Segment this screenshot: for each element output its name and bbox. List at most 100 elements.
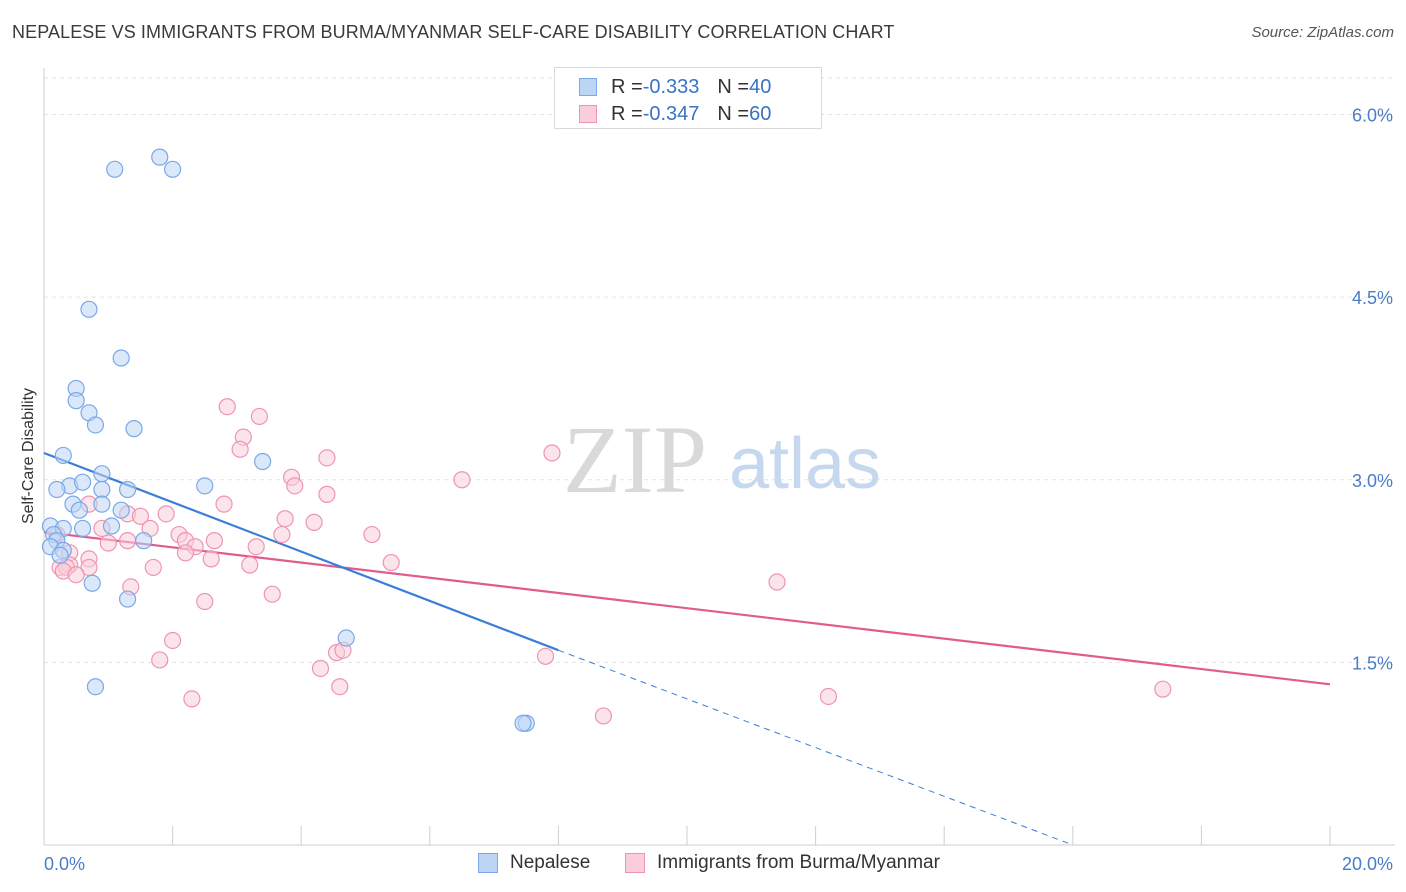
x-tick-label: 0.0%	[44, 854, 85, 874]
watermark-atlas: atlas	[729, 424, 881, 504]
point-nepalese	[514, 714, 532, 732]
point-nepalese	[254, 452, 272, 471]
legend-n-value: 40	[749, 75, 772, 98]
point-burma	[311, 659, 330, 678]
y-axis-label: Self-Care Disability	[20, 388, 37, 524]
point-nepalese	[93, 495, 111, 513]
point-burma	[250, 407, 269, 426]
bottom-legend-swatch-burma	[625, 853, 645, 873]
point-burma	[118, 532, 137, 550]
point-nepalese	[112, 349, 130, 367]
point-burma	[453, 471, 471, 489]
point-nepalese	[118, 590, 137, 608]
point-nepalese	[337, 629, 355, 647]
point-nepalese	[164, 160, 182, 178]
point-burma	[768, 573, 786, 591]
point-burma	[183, 690, 201, 708]
point-burma	[305, 513, 323, 531]
point-burma	[594, 707, 613, 725]
point-burma	[144, 558, 162, 577]
point-nepalese	[54, 446, 72, 465]
bottom-legend-nepalese[interactable]: Nepalese	[478, 852, 590, 874]
point-burma	[331, 678, 349, 696]
point-nepalese	[73, 519, 92, 538]
bottom-legend-swatch-nepalese	[478, 853, 498, 873]
legend-n-label: N =	[717, 102, 750, 125]
legend-r-label: R =	[611, 102, 643, 125]
legend-r-label: R =	[611, 75, 643, 98]
point-burma	[164, 631, 182, 650]
point-burma	[205, 532, 223, 550]
point-nepalese	[135, 532, 153, 550]
grid-lines	[44, 77, 1395, 663]
watermark: ZIP atlas	[563, 406, 881, 513]
point-burma	[218, 398, 236, 416]
point-burma	[286, 477, 304, 495]
point-nepalese	[125, 420, 143, 438]
point-nepalese	[83, 574, 101, 592]
point-burma	[263, 585, 281, 603]
point-nepalese	[51, 546, 69, 564]
point-burma	[231, 440, 249, 458]
point-burma	[176, 544, 195, 562]
point-nepalese	[70, 501, 88, 519]
point-nepalese	[73, 473, 92, 491]
stats-legend: R = -0.333 N = 40 R = -0.347 N = 60	[554, 67, 822, 129]
point-burma	[215, 495, 233, 513]
point-nepalese	[86, 678, 105, 696]
point-burma	[543, 444, 561, 462]
point-nepalese	[48, 480, 66, 499]
point-nepalese	[67, 392, 85, 410]
chart-title: NEPALESE VS IMMIGRANTS FROM BURMA/MYANMA…	[12, 22, 895, 42]
point-burma	[241, 556, 259, 574]
trend-line-burma	[43, 531, 1331, 686]
point-nepalese	[86, 416, 105, 434]
point-burma	[196, 592, 214, 611]
point-burma	[157, 505, 175, 523]
x-tick-label: 20.0%	[1342, 854, 1393, 874]
point-nepalese	[93, 465, 111, 483]
trend-line-nepalese-extension	[558, 649, 1073, 846]
point-burma	[273, 525, 291, 544]
y-tick-label: 6.0%	[1352, 106, 1393, 126]
legend-row-nepalese: R = -0.333 N = 40	[579, 74, 771, 100]
point-nepalese	[80, 300, 98, 318]
data-points	[41, 148, 1172, 732]
legend-n-label: N =	[717, 75, 750, 98]
legend-n-value: 60	[749, 102, 772, 125]
point-burma	[536, 647, 555, 665]
tick-labels: 1.5% 3.0% 4.5% 6.0% 0.0% 20.0%	[44, 106, 1393, 874]
point-burma	[318, 449, 336, 467]
bottom-legend-label-burma: Immigrants from Burma/Myanmar	[657, 852, 940, 873]
y-tick-label: 3.0%	[1352, 471, 1393, 491]
bottom-legend-label-nepalese: Nepalese	[510, 852, 591, 873]
legend-r-value: -0.333	[642, 75, 700, 98]
legend-r-value: -0.347	[642, 102, 700, 125]
point-burma	[67, 566, 85, 584]
y-tick-label: 4.5%	[1352, 288, 1393, 308]
source-label: Source: ZipAtlas.com	[1251, 24, 1394, 41]
point-burma	[318, 485, 336, 503]
point-burma	[202, 550, 220, 568]
watermark-zip: ZIP	[563, 406, 707, 513]
point-nepalese	[112, 501, 130, 519]
point-burma	[131, 507, 150, 525]
point-nepalese	[93, 480, 111, 499]
axes	[43, 68, 1395, 846]
point-burma	[1154, 680, 1172, 698]
point-nepalese	[151, 148, 169, 166]
point-burma	[363, 525, 381, 544]
point-burma	[819, 687, 838, 706]
point-nepalese	[118, 480, 137, 499]
y-tick-label: 1.5%	[1352, 653, 1393, 673]
point-nepalese	[102, 517, 121, 535]
bottom-legend-burma[interactable]: Immigrants from Burma/Myanmar	[625, 852, 940, 874]
point-burma	[247, 538, 265, 556]
legend-row-burma: R = -0.347 N = 60	[579, 101, 771, 127]
point-burma	[382, 553, 400, 572]
point-nepalese	[106, 160, 124, 178]
legend-swatch-burma	[579, 105, 597, 123]
legend-swatch-nepalese	[579, 78, 597, 96]
point-burma	[276, 510, 294, 528]
